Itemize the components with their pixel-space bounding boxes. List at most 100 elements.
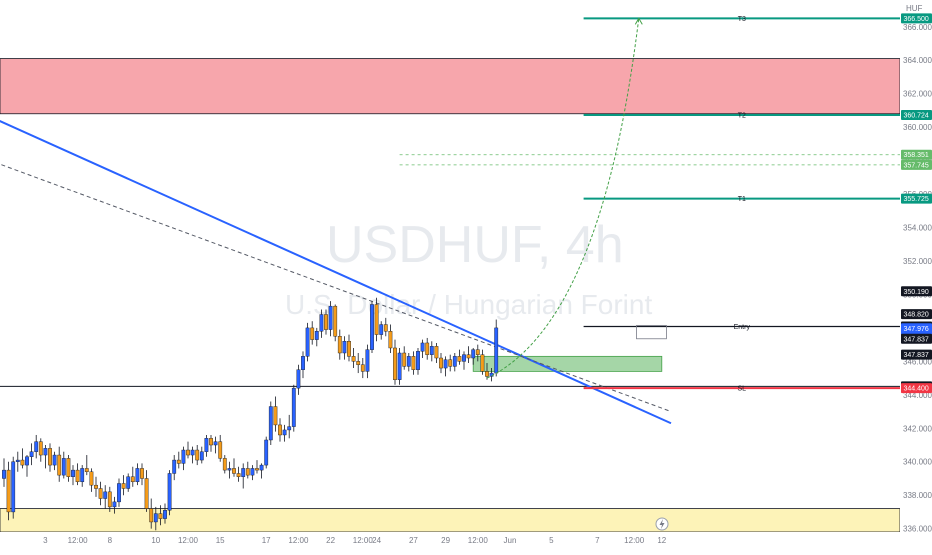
candle-body	[452, 356, 457, 367]
candle-body	[365, 349, 370, 372]
price-tick-label: 360.000	[903, 123, 932, 132]
candle-body	[130, 476, 135, 483]
level-t1-label: T1	[738, 196, 746, 203]
lines-layer	[0, 120, 900, 425]
candle-body	[176, 459, 181, 464]
time-tick-label: 15	[216, 536, 225, 545]
price-tick-label: 336.000	[903, 525, 932, 534]
candle-body	[291, 387, 296, 427]
candle-body	[388, 331, 393, 349]
price-tick-label: 338.000	[903, 491, 932, 500]
candle-body	[195, 449, 200, 461]
candle-body	[38, 441, 43, 456]
level-t2-label: T2	[738, 113, 746, 120]
candle-body	[420, 342, 425, 352]
candle-body	[117, 483, 121, 503]
price-tag-label: 347.837	[904, 352, 929, 359]
projection-arrowhead	[634, 17, 643, 25]
candle-body	[356, 361, 361, 365]
price-tag	[901, 110, 932, 121]
candle-body	[158, 513, 163, 519]
candle-body	[43, 448, 48, 456]
candle-body	[337, 336, 342, 354]
candle-body	[374, 304, 379, 335]
candle-body	[397, 352, 402, 380]
support-zone	[0, 508, 901, 533]
candle-body	[167, 473, 172, 511]
candle-body	[222, 458, 227, 471]
candle-body	[144, 478, 149, 509]
price-axis-background	[900, 0, 932, 550]
candle-body	[301, 356, 305, 370]
time-tick-label: 12:00	[353, 536, 374, 545]
candle-body	[6, 469, 11, 513]
price-tick-label: 342.000	[903, 424, 932, 433]
candle-body	[342, 341, 347, 354]
price-tick-label: 364.000	[903, 56, 932, 65]
candle-body	[236, 473, 241, 477]
time-tick-label: 10	[151, 536, 160, 545]
candle-body	[268, 406, 273, 441]
candle-body	[112, 501, 117, 508]
lightning-icon[interactable]	[655, 517, 669, 531]
price-tag-label: 350.190	[904, 289, 929, 296]
candles-layer	[2, 297, 499, 531]
price-tag	[901, 13, 932, 24]
candle-body	[333, 305, 338, 337]
price-tag	[901, 383, 932, 394]
price-tag-label: 358.351	[904, 152, 929, 159]
candle-body	[324, 314, 328, 330]
candle-body	[347, 341, 351, 357]
candle-body	[250, 468, 255, 476]
candle-body	[172, 459, 177, 474]
candle-body	[241, 468, 246, 477]
candle-body	[278, 424, 282, 436]
price-tick-label: 366.000	[903, 23, 932, 32]
candle-body	[98, 488, 103, 499]
candle-body	[80, 468, 85, 483]
price-tag	[901, 149, 932, 160]
price-tag-label: 347.837	[904, 336, 929, 343]
projection-layer	[486, 17, 643, 379]
price-tag-label: 348.820	[904, 312, 929, 319]
level-t3-label: T3	[738, 16, 746, 23]
time-tick-label: 3	[43, 536, 48, 545]
candle-body	[471, 349, 476, 359]
time-axis-background	[0, 532, 932, 550]
price-tag-label: 355.725	[904, 196, 929, 203]
candle-body	[94, 484, 98, 489]
price-axis[interactable]: HUF 336.000338.000340.000342.000344.0003…	[900, 0, 932, 550]
candle-body	[186, 449, 190, 456]
price-tick-label: 340.000	[903, 458, 932, 467]
candle-body	[310, 327, 315, 340]
candle-body	[480, 354, 485, 372]
candle-body	[11, 461, 16, 513]
candle-body	[218, 441, 223, 459]
candle-body	[494, 327, 499, 374]
candle-body	[462, 354, 466, 362]
price-tag-label: 357.745	[904, 162, 929, 169]
time-tick-label: 17	[262, 536, 271, 545]
candle-body	[75, 469, 80, 483]
candle-body	[89, 471, 94, 486]
price-tick-label: 344.000	[903, 391, 932, 400]
candle-body	[319, 314, 324, 332]
price-tick-label: 346.000	[903, 357, 932, 366]
price-tag-label: 347.976	[904, 326, 929, 333]
candle-body	[71, 469, 75, 477]
zones-layer	[0, 58, 901, 533]
candle-body	[411, 356, 416, 370]
time-axis[interactable]: 3 12:00 8 10 12:00 15 17 12:00 22 12:00 24 27 29 12:0…	[0, 532, 932, 550]
dashed-trendline	[0, 163, 672, 413]
candle-body	[209, 438, 213, 446]
candle-body	[429, 346, 434, 355]
time-tick-label: 12:00	[288, 536, 309, 545]
candle-body	[466, 354, 471, 359]
candle-body	[103, 491, 108, 499]
candle-body	[383, 324, 388, 332]
price-tick-label: 352.000	[903, 257, 932, 266]
blue-trendline	[0, 120, 672, 425]
candle-body	[227, 468, 232, 471]
